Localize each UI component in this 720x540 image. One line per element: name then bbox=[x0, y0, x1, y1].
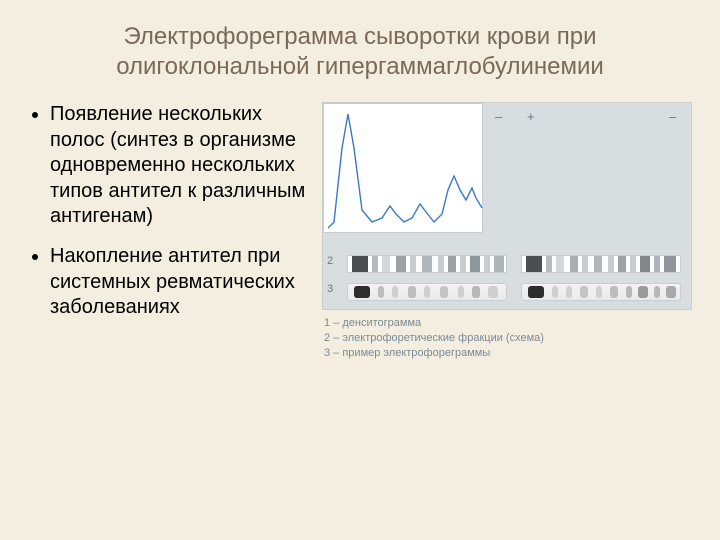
legend-line: 1 – денситограмма bbox=[324, 316, 692, 331]
polarity-minus-right: – bbox=[669, 109, 676, 124]
bullet-item: Появление нескольких полос (синтез в орг… bbox=[50, 102, 314, 230]
figure-area: 1 2 3 + – + – 1 – д bbox=[322, 102, 692, 361]
content-row: Появление нескольких полос (синтез в орг… bbox=[28, 102, 692, 361]
polarity-plus-right: + bbox=[527, 109, 535, 124]
legend-line: 3 – пример электрофореграммы bbox=[324, 346, 692, 361]
bands-right bbox=[521, 255, 681, 273]
bullet-list: Появление нескольких полос (синтез в орг… bbox=[28, 102, 322, 335]
bands-left bbox=[347, 255, 507, 273]
row-label-2: 2 bbox=[327, 255, 333, 267]
polarity-minus-left: – bbox=[495, 109, 502, 124]
figure-legend: 1 – денситограмма 2 – электрофоретически… bbox=[322, 316, 692, 361]
bullet-item: Накопление антител при системных ревмати… bbox=[50, 244, 314, 321]
slide: Электрофореграмма сыворотки крови при ол… bbox=[0, 0, 720, 540]
gel-right bbox=[521, 283, 681, 301]
row-label-3: 3 bbox=[327, 283, 333, 295]
slide-title: Электрофореграмма сыворотки крови при ол… bbox=[38, 22, 682, 82]
figure-box: 1 2 3 + – + – bbox=[322, 102, 692, 310]
legend-line: 2 – электрофоретические фракции (схема) bbox=[324, 331, 692, 346]
gel-left bbox=[347, 283, 507, 301]
densitogram-right bbox=[323, 103, 483, 233]
